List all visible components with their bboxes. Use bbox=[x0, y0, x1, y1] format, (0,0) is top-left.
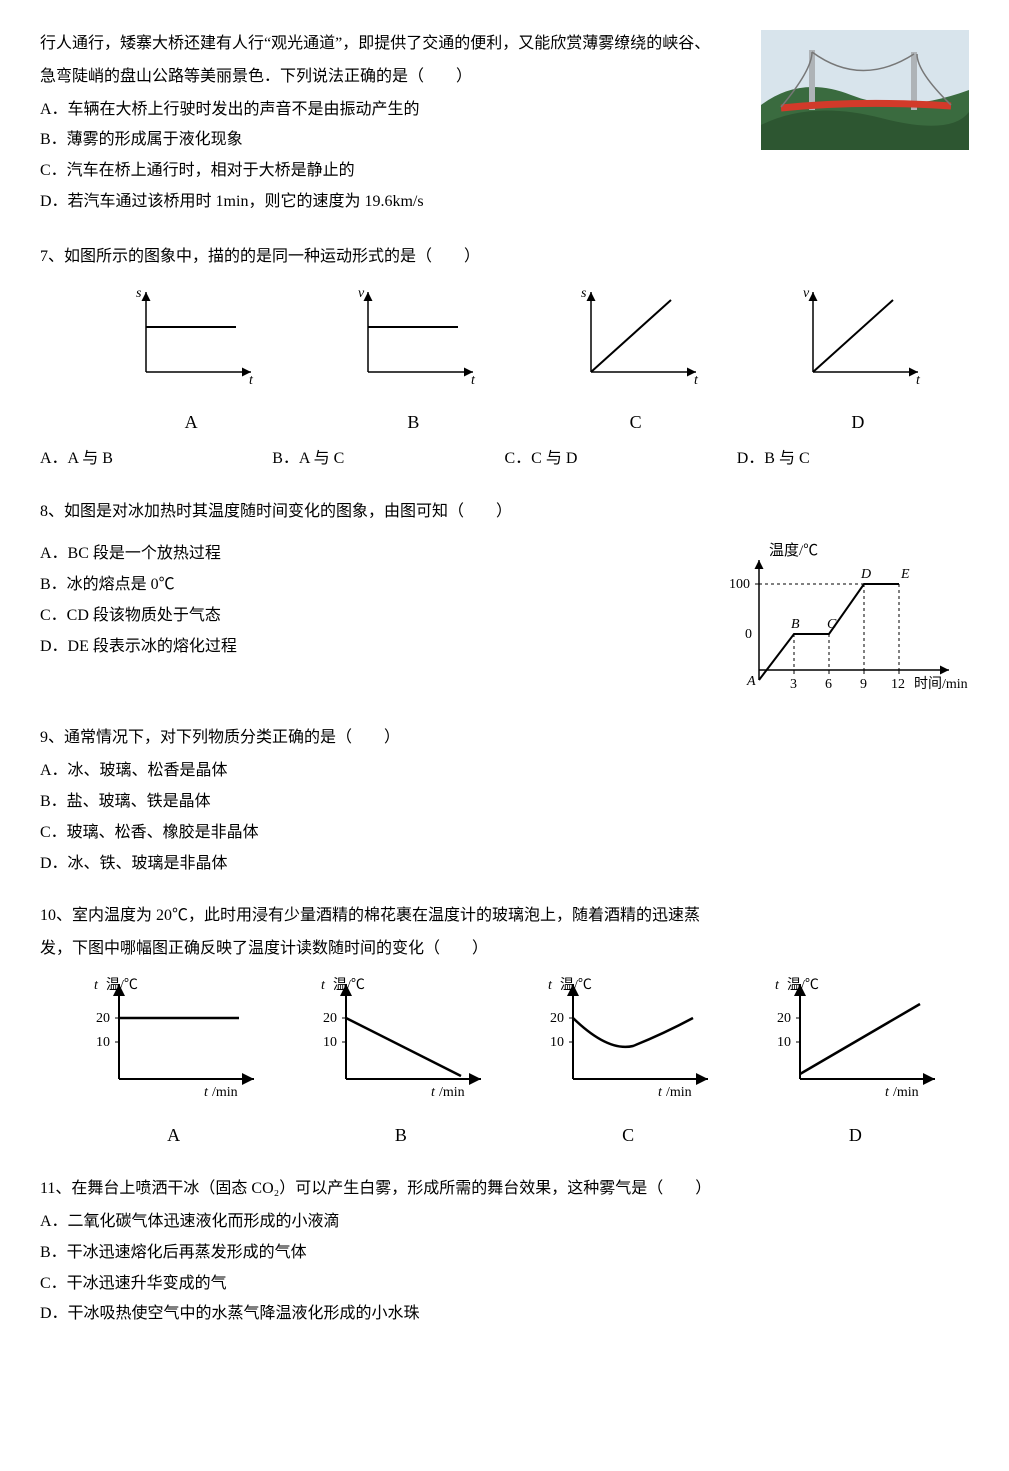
q7-graph-b: v t B bbox=[302, 282, 524, 439]
q6-option-d[interactable]: D．若汽车通过该桥用时 1min，则它的速度为 19.6km/s bbox=[40, 188, 969, 217]
q7-graph-d: v t D bbox=[747, 282, 969, 439]
svg-text:t: t bbox=[658, 1085, 663, 1100]
svg-text:6: 6 bbox=[825, 677, 832, 692]
q9-option-b[interactable]: B．盐、玻璃、铁是晶体 bbox=[40, 788, 969, 817]
svg-text:20: 20 bbox=[550, 1011, 564, 1026]
q7-option-d[interactable]: D．B 与 C bbox=[737, 445, 969, 474]
svg-text:10: 10 bbox=[96, 1035, 110, 1050]
svg-text:A: A bbox=[746, 674, 756, 689]
svg-text:/min: /min bbox=[439, 1085, 465, 1100]
q10-graphs: t 温/℃ 20 10 t/min A t 温/℃ 20 10 t/min B bbox=[60, 974, 969, 1151]
q10-graph-d: t 温/℃ 20 10 t/min D bbox=[742, 974, 969, 1151]
q7-label-d: D bbox=[747, 406, 969, 438]
svg-text:温/℃: 温/℃ bbox=[787, 977, 819, 993]
svg-text:t: t bbox=[321, 978, 326, 993]
q7-stem: 7、如图所示的图象中，描的的是同一种运动形式的是（ ） bbox=[40, 243, 969, 272]
q10-graph-a: t 温/℃ 20 10 t/min A bbox=[60, 974, 287, 1151]
question-8: 8、如图是对冰加热时其温度随时间变化的图象，由图可知（ ） 温度/℃ 100 0… bbox=[40, 498, 969, 701]
svg-text:t: t bbox=[548, 978, 553, 993]
svg-text:0: 0 bbox=[745, 627, 752, 642]
q10-label-d: D bbox=[742, 1119, 969, 1151]
svg-text:温/℃: 温/℃ bbox=[333, 977, 365, 993]
svg-text:s: s bbox=[581, 286, 587, 301]
question-7: 7、如图所示的图象中，描的的是同一种运动形式的是（ ） s t A v t bbox=[40, 243, 969, 474]
q10-label-c: C bbox=[515, 1119, 742, 1151]
svg-text:E: E bbox=[900, 567, 910, 582]
svg-text:温度/℃: 温度/℃ bbox=[769, 542, 818, 559]
q7-option-c[interactable]: C．C 与 D bbox=[505, 445, 737, 474]
svg-text:3: 3 bbox=[790, 677, 797, 692]
q7-label-a: A bbox=[80, 406, 302, 438]
q8-stem: 8、如图是对冰加热时其温度随时间变化的图象，由图可知（ ） bbox=[40, 498, 969, 527]
question-10: 10、室内温度为 20℃，此时用浸有少量酒精的棉花裹在温度计的玻璃泡上，随着酒精… bbox=[40, 902, 969, 1151]
svg-text:v: v bbox=[803, 286, 810, 301]
q9-option-c[interactable]: C．玻璃、松香、橡胶是非晶体 bbox=[40, 819, 969, 848]
q10-stem-2: 发，下图中哪幅图正确反映了温度计读数随时间的变化（ ） bbox=[40, 935, 969, 964]
q7-graph-c: s t C bbox=[525, 282, 747, 439]
svg-text:时间/min: 时间/min bbox=[914, 676, 968, 692]
svg-text:t: t bbox=[471, 373, 476, 388]
svg-text:100: 100 bbox=[729, 577, 750, 592]
q7-label-c: C bbox=[525, 406, 747, 438]
q9-stem: 9、通常情况下，对下列物质分类正确的是（ ） bbox=[40, 724, 969, 753]
q11-option-b[interactable]: B．干冰迅速熔化后再蒸发形成的气体 bbox=[40, 1239, 969, 1268]
svg-text:/min: /min bbox=[212, 1085, 238, 1100]
q7-graph-a: s t A bbox=[80, 282, 302, 439]
q11-option-d[interactable]: D．干冰吸热使空气中的水蒸气降温液化形成的小水珠 bbox=[40, 1300, 969, 1329]
svg-text:10: 10 bbox=[323, 1035, 337, 1050]
svg-text:12: 12 bbox=[891, 677, 905, 692]
q11-option-a[interactable]: A．二氧化碳气体迅速液化而形成的小液滴 bbox=[40, 1208, 969, 1237]
question-9: 9、通常情况下，对下列物质分类正确的是（ ） A．冰、玻璃、松香是晶体 B．盐、… bbox=[40, 724, 969, 878]
svg-text:10: 10 bbox=[777, 1035, 791, 1050]
question-11: 11、在舞台上喷洒干冰（固态 CO₂）可以产生白雾，形成所需的舞台效果，这种雾气… bbox=[40, 1175, 969, 1329]
svg-text:9: 9 bbox=[860, 677, 867, 692]
q7-options: A．A 与 B B．A 与 C C．C 与 D D．B 与 C bbox=[40, 445, 969, 474]
q10-label-b: B bbox=[287, 1119, 514, 1151]
q11-options: A．二氧化碳气体迅速液化而形成的小液滴 B．干冰迅速熔化后再蒸发形成的气体 C．… bbox=[40, 1208, 969, 1329]
svg-text:20: 20 bbox=[96, 1011, 110, 1026]
bridge-image bbox=[761, 30, 969, 150]
q10-stem-1: 10、室内温度为 20℃，此时用浸有少量酒精的棉花裹在温度计的玻璃泡上，随着酒精… bbox=[40, 902, 969, 931]
q7-label-b: B bbox=[302, 406, 524, 438]
q10-graph-c: t 温/℃ 20 10 t/min C bbox=[515, 974, 742, 1151]
q11-stem: 11、在舞台上喷洒干冰（固态 CO₂）可以产生白雾，形成所需的舞台效果，这种雾气… bbox=[40, 1175, 969, 1204]
q6-option-c[interactable]: C．汽车在桥上通行时，相对于大桥是静止的 bbox=[40, 157, 969, 186]
svg-text:t: t bbox=[775, 978, 780, 993]
svg-text:t: t bbox=[249, 373, 254, 388]
svg-text:t: t bbox=[94, 978, 99, 993]
svg-text:t: t bbox=[431, 1085, 436, 1100]
q10-graph-b: t 温/℃ 20 10 t/min B bbox=[287, 974, 514, 1151]
svg-text:t: t bbox=[885, 1085, 890, 1100]
svg-text:10: 10 bbox=[550, 1035, 564, 1050]
svg-text:/min: /min bbox=[893, 1085, 919, 1100]
svg-text:v: v bbox=[358, 286, 365, 301]
q7-option-a[interactable]: A．A 与 B bbox=[40, 445, 272, 474]
svg-text:温/℃: 温/℃ bbox=[560, 977, 592, 993]
q9-options: A．冰、玻璃、松香是晶体 B．盐、玻璃、铁是晶体 C．玻璃、松香、橡胶是非晶体 … bbox=[40, 757, 969, 878]
svg-text:20: 20 bbox=[777, 1011, 791, 1026]
q9-option-a[interactable]: A．冰、玻璃、松香是晶体 bbox=[40, 757, 969, 786]
svg-text:t: t bbox=[204, 1085, 209, 1100]
svg-text:t: t bbox=[694, 373, 699, 388]
svg-text:/min: /min bbox=[666, 1085, 692, 1100]
q11-option-c[interactable]: C．干冰迅速升华变成的气 bbox=[40, 1270, 969, 1299]
q7-option-b[interactable]: B．A 与 C bbox=[272, 445, 504, 474]
svg-text:D: D bbox=[860, 567, 871, 582]
q9-option-d[interactable]: D．冰、铁、玻璃是非晶体 bbox=[40, 850, 969, 879]
q7-graphs: s t A v t B s t C bbox=[80, 282, 969, 439]
svg-text:温/℃: 温/℃ bbox=[106, 977, 138, 993]
svg-text:s: s bbox=[136, 286, 142, 301]
svg-text:t: t bbox=[916, 373, 921, 388]
svg-text:B: B bbox=[791, 617, 800, 632]
question-6: 行人通行，矮寨大桥还建有人行“观光通道”，即提供了交通的便利，又能欣赏薄雾缭绕的… bbox=[40, 30, 969, 219]
svg-text:20: 20 bbox=[323, 1011, 337, 1026]
svg-text:C: C bbox=[827, 617, 837, 632]
q8-chart: 温度/℃ 100 0 3 6 9 12 时间/min A B C D E bbox=[709, 540, 969, 700]
q10-label-a: A bbox=[60, 1119, 287, 1151]
